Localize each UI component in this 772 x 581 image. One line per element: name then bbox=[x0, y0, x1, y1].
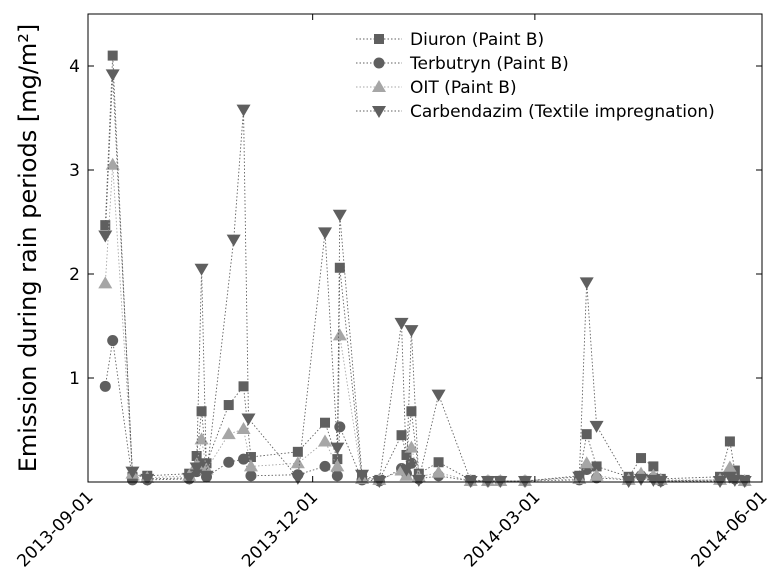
data-point bbox=[100, 220, 111, 231]
data-point bbox=[290, 472, 305, 485]
data-point bbox=[724, 436, 735, 447]
data-point bbox=[238, 453, 250, 465]
y-tick-label: 1 bbox=[69, 369, 80, 389]
data-point bbox=[431, 465, 446, 478]
data-point bbox=[105, 69, 120, 82]
data-point bbox=[236, 421, 251, 434]
data-point bbox=[406, 406, 417, 417]
data-point bbox=[589, 468, 604, 481]
data-point bbox=[105, 157, 120, 170]
data-point bbox=[107, 50, 118, 61]
legend-item-oit-paint-b: OIT (Paint B) bbox=[356, 78, 517, 98]
data-point bbox=[245, 470, 257, 482]
data-point bbox=[292, 446, 303, 457]
legend-marker bbox=[372, 80, 386, 92]
data-point bbox=[355, 469, 370, 482]
data-point bbox=[636, 453, 647, 464]
legend-item-diuron-paint-b: Diuron (Paint B) bbox=[356, 30, 544, 50]
data-point bbox=[332, 328, 347, 341]
y-tick-label: 4 bbox=[69, 57, 80, 77]
data-point bbox=[196, 406, 207, 417]
legend-label: Diuron (Paint B) bbox=[410, 30, 544, 50]
data-point bbox=[722, 460, 737, 473]
data-point bbox=[318, 434, 333, 447]
legend-marker bbox=[374, 34, 384, 44]
data-point bbox=[320, 417, 331, 428]
x-tick-label: 2014-06-01 bbox=[688, 487, 772, 571]
data-point bbox=[396, 430, 407, 441]
data-point bbox=[245, 452, 256, 463]
data-point bbox=[394, 317, 409, 330]
data-point bbox=[318, 227, 333, 240]
data-point bbox=[199, 470, 214, 483]
data-point bbox=[241, 413, 256, 426]
legend-marker bbox=[372, 106, 386, 118]
data-point bbox=[98, 230, 113, 243]
data-point bbox=[634, 473, 649, 486]
legend-label: Terbutryn (Paint B) bbox=[409, 54, 569, 74]
data-point bbox=[140, 473, 155, 486]
data-point bbox=[194, 432, 209, 445]
data-point bbox=[581, 429, 592, 440]
legend-label: OIT (Paint B) bbox=[410, 78, 517, 98]
data-point bbox=[579, 277, 594, 290]
data-point bbox=[107, 335, 119, 347]
data-point bbox=[243, 459, 258, 472]
x-tick-label: 2013-12-01 bbox=[238, 487, 322, 571]
data-point bbox=[182, 472, 197, 485]
data-point bbox=[431, 389, 446, 402]
data-point bbox=[591, 461, 602, 472]
data-point bbox=[238, 381, 249, 392]
series-line-carbendazim-textile-impregnation bbox=[104, 74, 745, 482]
data-point bbox=[223, 400, 234, 411]
data-point bbox=[99, 380, 111, 392]
plot-frame bbox=[87, 13, 763, 483]
data-point bbox=[125, 466, 140, 479]
data-point bbox=[433, 457, 444, 468]
y-tick-label: 2 bbox=[69, 265, 80, 285]
data-point bbox=[332, 209, 347, 222]
y-axis-label: Emission during rain periods [mg/m²] bbox=[14, 24, 42, 473]
axis-layer: 1 2 3 4 2013-09-01 2013-12-01 2014-03-01 2014-0… bbox=[14, 14, 772, 571]
legend-item-carbendazim-textile-impregnation: Carbendazim (Textile impregnation) bbox=[356, 102, 715, 122]
legend: Diuron (Paint B) Terbutryn (Paint B) OIT (… bbox=[356, 30, 715, 122]
data-point bbox=[331, 470, 343, 482]
data-point bbox=[579, 456, 594, 469]
data-point bbox=[648, 461, 659, 472]
legend-label: Carbendazim (Textile impregnation) bbox=[410, 102, 715, 122]
x-tick-label: 2013-09-01 bbox=[14, 487, 98, 571]
data-point bbox=[194, 263, 209, 276]
data-point bbox=[727, 474, 742, 487]
data-point bbox=[223, 456, 235, 468]
data-point bbox=[334, 421, 346, 433]
data-point bbox=[334, 262, 345, 273]
data-point bbox=[290, 456, 305, 469]
data-point bbox=[399, 464, 414, 477]
data-point bbox=[404, 440, 419, 453]
data-point bbox=[98, 276, 113, 289]
data-point bbox=[411, 474, 426, 487]
series-carbendazim-textile-impregnation bbox=[98, 69, 752, 488]
x-tick-label: 2014-03-01 bbox=[460, 487, 544, 571]
data-point bbox=[330, 459, 345, 472]
data-point bbox=[572, 471, 587, 484]
data-point bbox=[589, 420, 604, 433]
legend-item-terbutryn-paint-b: Terbutryn (Paint B) bbox=[356, 54, 569, 74]
data-point bbox=[236, 104, 251, 117]
legend-marker bbox=[373, 57, 385, 69]
data-point bbox=[401, 449, 412, 460]
data-point bbox=[226, 234, 241, 247]
series-oit-paint-b bbox=[98, 157, 752, 486]
y-tick-label: 3 bbox=[69, 161, 80, 181]
data-point bbox=[404, 325, 419, 338]
data-point bbox=[330, 442, 345, 455]
data-point bbox=[189, 462, 204, 475]
data-point bbox=[319, 460, 331, 472]
data-point bbox=[221, 427, 236, 440]
